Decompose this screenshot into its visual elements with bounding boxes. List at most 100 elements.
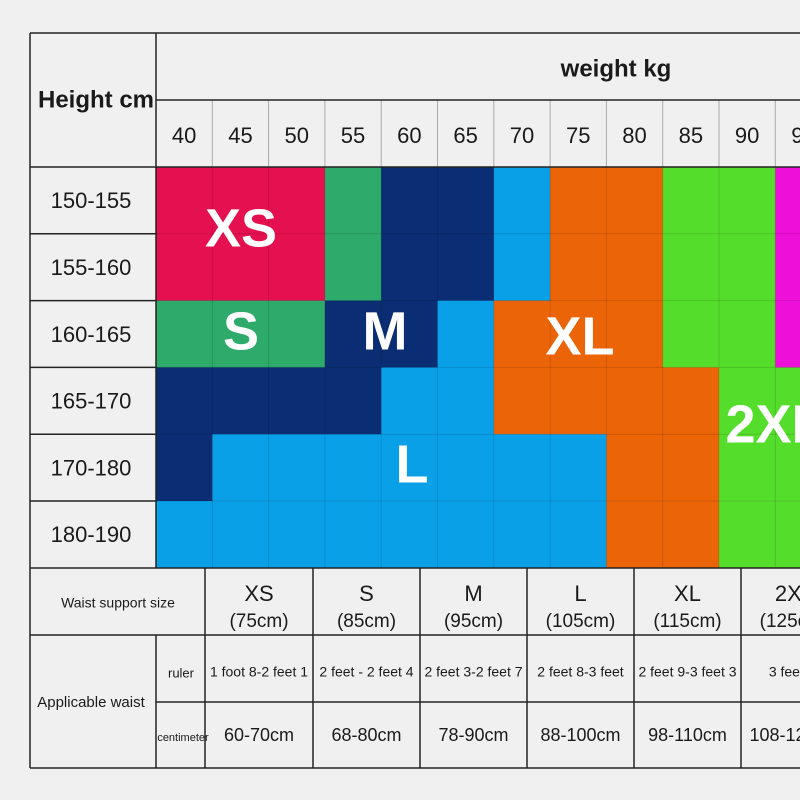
height-value: 160-165 bbox=[51, 322, 132, 347]
waist-size: 2XL bbox=[775, 581, 800, 606]
size-cell bbox=[212, 434, 270, 502]
size-cell bbox=[212, 300, 270, 368]
cm-range: 88-100cm bbox=[540, 725, 620, 745]
size-cell bbox=[212, 167, 270, 235]
size-cell bbox=[437, 300, 495, 368]
cm-range: 78-90cm bbox=[438, 725, 508, 745]
size-cell bbox=[775, 501, 800, 569]
size-cell bbox=[719, 167, 776, 235]
size-cell bbox=[662, 233, 720, 302]
ruler-range: 2 feet 9-3 feet 3 bbox=[638, 664, 736, 680]
height-header: Height cm bbox=[38, 86, 154, 113]
waist-size: M bbox=[464, 581, 482, 606]
height-value: 165-170 bbox=[51, 389, 132, 414]
size-cell bbox=[324, 501, 382, 569]
size-cell bbox=[324, 434, 382, 502]
size-cell bbox=[493, 434, 551, 502]
size-cell bbox=[775, 233, 800, 302]
size-cell bbox=[719, 434, 776, 502]
height-value: 180-190 bbox=[51, 522, 132, 547]
size-cell bbox=[381, 434, 438, 502]
weight-value: 85 bbox=[679, 123, 703, 148]
size-cell bbox=[606, 434, 664, 502]
waist-size: XL bbox=[674, 581, 701, 606]
size-cell bbox=[606, 167, 664, 235]
size-cell bbox=[550, 167, 607, 235]
size-cell bbox=[268, 501, 326, 569]
size-cell bbox=[493, 367, 551, 435]
size-cell bbox=[268, 300, 326, 368]
size-cell bbox=[324, 300, 382, 368]
size-cell bbox=[662, 501, 720, 569]
size-cell bbox=[606, 300, 664, 368]
size-cell bbox=[550, 501, 607, 569]
size-cell bbox=[268, 167, 326, 235]
waist-size: L bbox=[574, 581, 586, 606]
size-cell bbox=[662, 367, 720, 435]
size-cell bbox=[719, 300, 776, 368]
size-cell bbox=[550, 367, 607, 435]
ruler-range: 2 feet 8-3 feet bbox=[537, 664, 624, 680]
size-cell bbox=[606, 501, 664, 569]
size-cell bbox=[156, 367, 213, 435]
size-cell bbox=[437, 367, 495, 435]
size-cell bbox=[268, 367, 326, 435]
size-cell bbox=[775, 367, 800, 435]
size-cell bbox=[268, 434, 326, 502]
size-cell bbox=[775, 300, 800, 368]
size-cell bbox=[662, 167, 720, 235]
size-cell bbox=[156, 434, 213, 502]
waist-cm: (105cm) bbox=[546, 611, 616, 632]
weight-value: 80 bbox=[622, 123, 646, 148]
waist-header: Waist support size bbox=[61, 595, 175, 611]
cm-range: 60-70cm bbox=[224, 725, 294, 745]
size-cell bbox=[662, 300, 720, 368]
size-cell bbox=[775, 434, 800, 502]
weight-value: 45 bbox=[228, 123, 252, 148]
size-cell bbox=[437, 167, 495, 235]
size-cell bbox=[775, 167, 800, 235]
size-cell bbox=[550, 300, 607, 368]
size-cell bbox=[493, 300, 551, 368]
size-cell bbox=[212, 501, 270, 569]
waist-size: S bbox=[359, 581, 374, 606]
weight-value: 90 bbox=[735, 123, 759, 148]
applicable-header: Applicable waist bbox=[37, 694, 145, 711]
size-cell bbox=[324, 367, 382, 435]
size-cell bbox=[212, 367, 270, 435]
waist-cm: (85cm) bbox=[337, 611, 396, 632]
weight-value: 70 bbox=[510, 123, 534, 148]
size-cell bbox=[156, 501, 213, 569]
size-cell bbox=[381, 367, 438, 435]
centimeter-label: centimeter bbox=[157, 732, 209, 744]
size-cell bbox=[662, 434, 720, 502]
size-cell bbox=[156, 167, 213, 235]
height-value: 155-160 bbox=[51, 255, 132, 280]
weight-value: 60 bbox=[397, 123, 421, 148]
size-label: M bbox=[363, 301, 408, 361]
size-cell bbox=[493, 167, 551, 235]
weight-value: 50 bbox=[285, 123, 309, 148]
size-cell bbox=[493, 233, 551, 302]
size-label: XS bbox=[205, 198, 277, 258]
waist-cm: (115cm) bbox=[653, 611, 721, 632]
size-label: 2XL bbox=[725, 394, 800, 454]
size-cell bbox=[550, 233, 607, 302]
size-cell bbox=[324, 167, 382, 235]
size-cell bbox=[381, 300, 438, 368]
size-cell bbox=[324, 233, 382, 302]
size-label: L bbox=[396, 434, 429, 494]
size-cell bbox=[381, 167, 438, 235]
cm-range: 108-120cm bbox=[749, 725, 800, 745]
ruler-range: 1 foot 8-2 feet 1 bbox=[210, 664, 308, 680]
ruler-range: 3 feet 2- bbox=[769, 664, 800, 680]
size-cell bbox=[437, 501, 495, 569]
ruler-range: 2 feet - 2 feet 4 bbox=[319, 664, 413, 680]
weight-value: 40 bbox=[172, 123, 196, 148]
size-cell bbox=[493, 501, 551, 569]
size-label: S bbox=[223, 301, 259, 361]
waist-size: XS bbox=[244, 581, 273, 606]
weight-value: 55 bbox=[341, 123, 365, 148]
